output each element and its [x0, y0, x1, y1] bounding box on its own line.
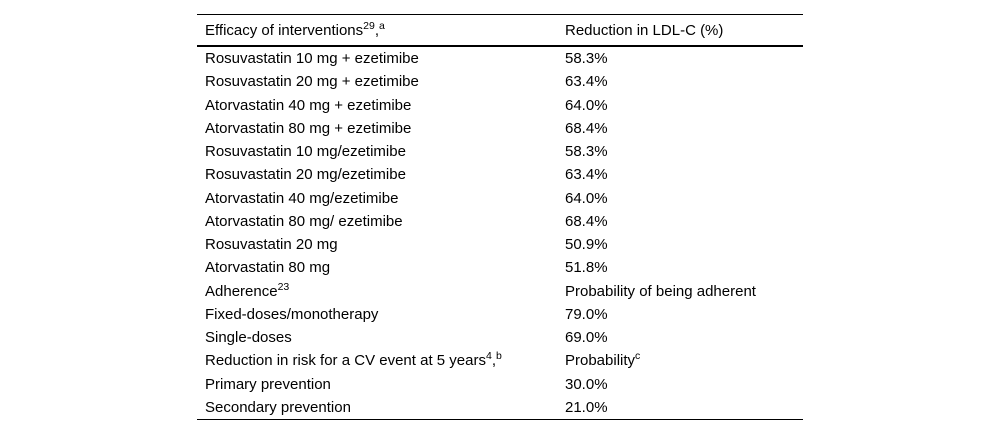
row-label-cell: Reduction in risk for a CV event at 5 ye…	[197, 350, 557, 370]
text-segment: 64.0%	[565, 189, 608, 207]
text-segment: ,	[374, 21, 379, 39]
text-segment: Adherence	[205, 282, 278, 300]
row-value-cell: 63.4%	[557, 73, 803, 90]
table-row: Reduction in risk for a CV event at 5 ye…	[197, 349, 803, 372]
superscript-note: 29	[363, 19, 375, 32]
table-row: Atorvastatin 80 mg/ ezetimibe 68.4%	[197, 210, 803, 233]
superscript-note: 4	[485, 350, 492, 363]
row-value-cell: 79.0%	[557, 306, 803, 323]
row-label-cell: Secondary prevention	[197, 399, 557, 416]
table-row: Atorvastatin 40 mg + ezetimibe 64.0%	[197, 94, 803, 117]
text-segment: 51.8%	[565, 259, 608, 277]
table-row: Adherence23 Probability of being adherent	[197, 280, 803, 303]
superscript-note: 23	[277, 280, 290, 293]
text-segment: Single-doses	[205, 329, 292, 347]
text-segment: 68.4%	[565, 119, 608, 137]
row-label-cell: Rosuvastatin 10 mg/ezetimibe	[197, 143, 557, 160]
row-value-cell: 30.0%	[557, 376, 803, 393]
text-segment: 50.9%	[565, 236, 608, 254]
text-segment: Probability of being adherent	[565, 282, 756, 300]
row-value-cell: 63.4%	[557, 166, 803, 183]
row-label-cell: Rosuvastatin 20 mg	[197, 236, 557, 253]
text-segment: Rosuvastatin 20 mg + ezetimibe	[205, 73, 419, 91]
superscript-note: b	[495, 350, 502, 363]
row-label-cell: Rosuvastatin 10 mg + ezetimibe	[197, 50, 557, 67]
row-label-cell: Single-doses	[197, 329, 557, 346]
text-segment: Rosuvastatin 20 mg/ezetimibe	[205, 166, 406, 184]
row-label-cell: Atorvastatin 80 mg	[197, 259, 557, 276]
row-value-cell: Probabilityc	[557, 350, 803, 370]
table-row: Atorvastatin 40 mg/ezetimibe 64.0%	[197, 187, 803, 210]
text-segment: Probability	[565, 352, 636, 370]
table-row: Rosuvastatin 10 mg/ezetimibe 58.3%	[197, 140, 803, 163]
row-value-cell: 51.8%	[557, 259, 803, 276]
text-segment: Atorvastatin 40 mg/ezetimibe	[205, 189, 399, 207]
text-segment: 68.4%	[565, 212, 608, 230]
text-segment: 64.0%	[565, 96, 608, 114]
text-segment: 21.0%	[565, 398, 608, 416]
row-value-cell: 69.0%	[557, 329, 803, 346]
text-segment: 69.0%	[565, 329, 608, 347]
row-value-cell: 58.3%	[557, 50, 803, 67]
table-row: Rosuvastatin 10 mg + ezetimibe 58.3%	[197, 47, 803, 70]
text-segment: ,	[491, 352, 496, 370]
row-value-cell: 21.0%	[557, 399, 803, 416]
text-segment: Reduction in LDL-C (%)	[565, 21, 724, 39]
row-value-cell: 68.4%	[557, 120, 803, 137]
table-header-row: Efficacy of interventions29,a Reduction …	[197, 15, 803, 47]
text-segment: Secondary prevention	[205, 398, 351, 416]
text-segment: Atorvastatin 80 mg	[205, 259, 331, 277]
row-label-cell: Atorvastatin 80 mg + ezetimibe	[197, 120, 557, 137]
text-segment: Atorvastatin 80 mg/ ezetimibe	[205, 212, 403, 230]
superscript-note: a	[379, 19, 385, 32]
table-row: Single-doses 69.0%	[197, 326, 803, 349]
text-segment: 63.4%	[565, 73, 608, 91]
table-header-reduction: Reduction in LDL-C (%)	[557, 22, 803, 39]
text-segment: Primary prevention	[205, 375, 331, 393]
table-header-efficacy: Efficacy of interventions29,a	[197, 19, 557, 39]
row-label-cell: Atorvastatin 80 mg/ ezetimibe	[197, 213, 557, 230]
text-segment: Atorvastatin 40 mg + ezetimibe	[205, 96, 412, 114]
efficacy-table: Efficacy of interventions29,a Reduction …	[197, 14, 803, 420]
row-value-cell: 58.3%	[557, 143, 803, 160]
table-row: Atorvastatin 80 mg + ezetimibe 68.4%	[197, 117, 803, 140]
table-row: Atorvastatin 80 mg 51.8%	[197, 256, 803, 279]
row-value-cell: 68.4%	[557, 213, 803, 230]
table-row: Rosuvastatin 20 mg 50.9%	[197, 233, 803, 256]
row-label-cell: Atorvastatin 40 mg + ezetimibe	[197, 97, 557, 114]
text-segment: 30.0%	[565, 375, 608, 393]
row-label-cell: Adherence23	[197, 280, 557, 300]
row-label-cell: Rosuvastatin 20 mg/ezetimibe	[197, 166, 557, 183]
text-segment: Reduction in risk for a CV event at 5 ye…	[205, 352, 486, 370]
row-value-cell: 64.0%	[557, 97, 803, 114]
text-segment: Atorvastatin 80 mg + ezetimibe	[205, 119, 412, 137]
text-segment: 58.3%	[565, 50, 608, 68]
table-row: Rosuvastatin 20 mg + ezetimibe 63.4%	[197, 70, 803, 93]
row-value-cell: 50.9%	[557, 236, 803, 253]
text-segment: 63.4%	[565, 166, 608, 184]
text-segment: Rosuvastatin 10 mg/ezetimibe	[205, 143, 406, 161]
text-segment: Fixed-doses/monotherapy	[205, 305, 379, 323]
row-label-cell: Fixed-doses/monotherapy	[197, 306, 557, 323]
superscript-note: c	[635, 350, 641, 363]
text-segment: 58.3%	[565, 143, 608, 161]
row-label-cell: Atorvastatin 40 mg/ezetimibe	[197, 190, 557, 207]
text-segment: Efficacy of interventions	[205, 21, 364, 39]
table-row: Secondary prevention 21.0%	[197, 396, 803, 419]
table-row: Rosuvastatin 20 mg/ezetimibe 63.4%	[197, 163, 803, 186]
table-row: Fixed-doses/monotherapy 79.0%	[197, 303, 803, 326]
row-label-cell: Rosuvastatin 20 mg + ezetimibe	[197, 73, 557, 90]
table-row: Primary prevention 30.0%	[197, 373, 803, 396]
row-label-cell: Primary prevention	[197, 376, 557, 393]
text-segment: Rosuvastatin 10 mg + ezetimibe	[205, 50, 419, 68]
row-value-cell: Probability of being adherent	[557, 283, 803, 300]
text-segment: Rosuvastatin 20 mg	[205, 236, 338, 254]
table-body: Rosuvastatin 10 mg + ezetimibe 58.3% Rosuv…	[197, 47, 803, 419]
text-segment: 79.0%	[565, 305, 608, 323]
row-value-cell: 64.0%	[557, 190, 803, 207]
